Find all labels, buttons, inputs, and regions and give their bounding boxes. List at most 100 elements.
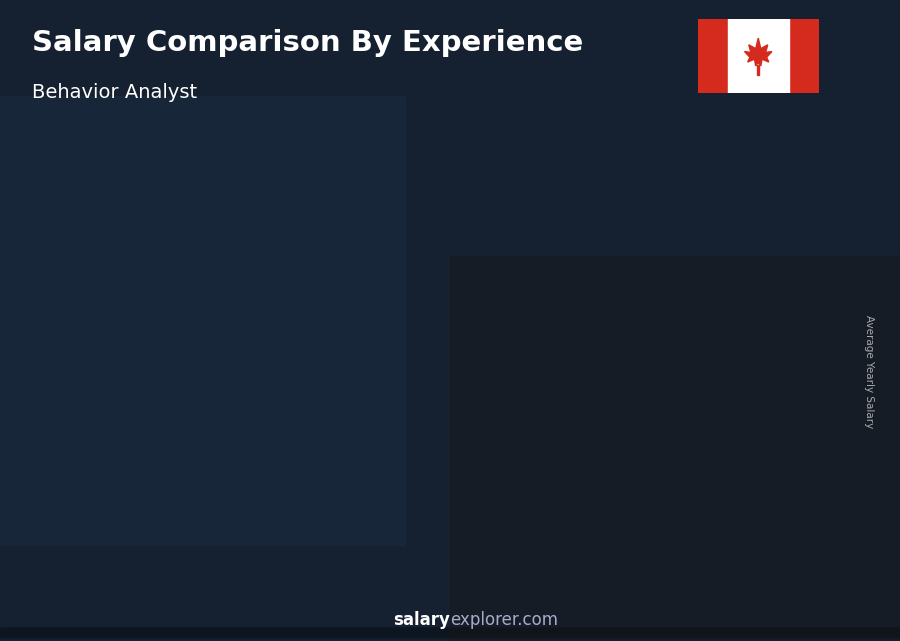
Bar <box>0 629 900 635</box>
Bar <box>450 256 900 641</box>
Bar <box>0 635 900 641</box>
Bar <box>0 633 900 640</box>
Bar <box>579 266 644 558</box>
Bar <box>0 628 900 635</box>
Bar <box>0 634 900 640</box>
Bar <box>0 629 900 636</box>
Bar <box>0 631 900 637</box>
Bar <box>0 631 900 638</box>
Bar <box>0 634 900 640</box>
Polygon shape <box>393 338 401 558</box>
Text: explorer.com: explorer.com <box>450 612 558 629</box>
Bar <box>0 631 900 638</box>
Bar <box>705 247 770 558</box>
Bar <box>0 630 900 637</box>
Bar <box>0 632 900 638</box>
Bar <box>0 629 900 635</box>
Bar <box>0 632 900 638</box>
Bar <box>0 633 900 640</box>
Bar <box>0 633 900 640</box>
Bar <box>0 632 900 638</box>
Bar <box>0 96 405 545</box>
Bar <box>0 629 900 636</box>
Bar <box>0 633 900 639</box>
Bar <box>0 633 900 640</box>
Bar <box>0 629 900 636</box>
Bar <box>0 629 900 636</box>
Bar <box>0 633 900 640</box>
Bar <box>0 630 900 637</box>
Bar <box>0 631 900 638</box>
Bar <box>76 434 141 558</box>
Bar <box>0 630 900 637</box>
Bar <box>758 65 759 75</box>
Bar <box>0 631 900 637</box>
Bar <box>0 635 900 641</box>
Text: 208,000 CAD: 208,000 CAD <box>700 256 788 270</box>
Text: 182,000 CAD: 182,000 CAD <box>442 296 530 308</box>
Bar <box>728 19 788 93</box>
Bar <box>0 632 900 638</box>
Bar <box>0 635 900 641</box>
Bar <box>0 630 900 637</box>
Bar <box>0 634 900 640</box>
Bar <box>0 628 900 635</box>
Bar <box>0 633 900 640</box>
Bar <box>0 630 900 637</box>
Bar <box>0 628 900 635</box>
Bar <box>0 629 900 636</box>
Bar <box>0 629 900 636</box>
Bar <box>454 285 518 558</box>
Bar <box>0 629 900 636</box>
Polygon shape <box>770 247 779 558</box>
Bar <box>0 633 900 639</box>
Polygon shape <box>644 266 653 558</box>
Bar <box>0 631 900 637</box>
Bar <box>0 634 900 640</box>
Bar <box>0 632 900 638</box>
Bar <box>0 630 900 637</box>
Bar <box>0 633 900 639</box>
Text: +7%: +7% <box>526 241 572 259</box>
Bar <box>0 633 900 640</box>
Bar <box>0 632 900 638</box>
Polygon shape <box>744 38 772 66</box>
Bar <box>0 633 900 640</box>
Bar <box>0 633 900 639</box>
Polygon shape <box>267 397 276 558</box>
Bar <box>0 628 900 635</box>
Bar <box>0 629 900 635</box>
Bar <box>0 631 900 637</box>
Bar <box>0 628 900 635</box>
Bar <box>0 631 900 637</box>
Bar <box>0 629 900 635</box>
Text: Behavior Analyst: Behavior Analyst <box>32 83 196 103</box>
Bar <box>0 629 900 636</box>
Bar <box>0 633 900 640</box>
Bar <box>0 631 900 638</box>
Bar <box>0 629 900 636</box>
Bar <box>0 629 900 636</box>
Text: 195,000 CAD: 195,000 CAD <box>568 276 655 289</box>
Text: salary: salary <box>393 612 450 629</box>
Bar <box>0 632 900 638</box>
Polygon shape <box>518 285 527 558</box>
Bar <box>0 629 900 635</box>
Text: +29%: +29% <box>142 381 201 399</box>
Text: +38%: +38% <box>268 333 327 351</box>
Bar <box>0 634 900 640</box>
Bar <box>0 632 900 638</box>
Bar <box>0 629 900 635</box>
Bar <box>0 634 900 640</box>
Bar <box>0 632 900 638</box>
Bar <box>0 633 900 640</box>
Text: 147,000 CAD: 147,000 CAD <box>317 348 404 361</box>
Bar <box>0 634 900 640</box>
Bar <box>0 633 900 639</box>
Bar <box>0 632 900 638</box>
Bar <box>788 19 819 93</box>
Bar <box>0 629 900 636</box>
Bar <box>202 397 267 558</box>
Bar <box>0 633 900 639</box>
Bar <box>0 633 900 640</box>
